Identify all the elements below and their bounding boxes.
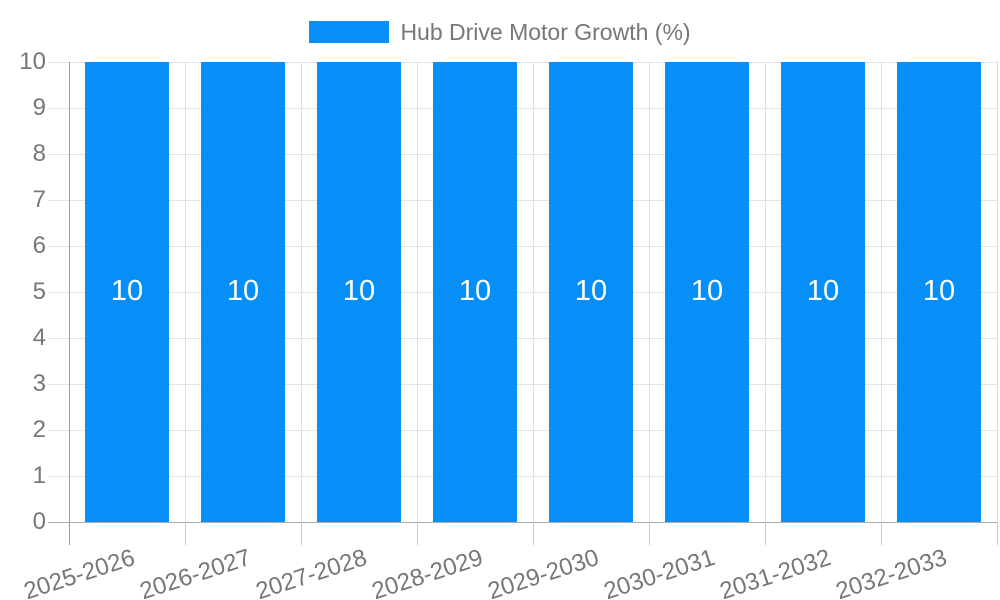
bar-value-label: 10 — [342, 274, 376, 307]
x-tick-label: 2026-2027 — [136, 544, 255, 600]
x-tick-mark — [881, 522, 882, 545]
legend-swatch-icon — [309, 21, 390, 43]
bar-2032-2033[interactable]: 10 — [897, 62, 981, 522]
x-tick-mark — [185, 522, 186, 545]
bar-value-label: 10 — [226, 274, 260, 307]
gridline — [48, 108, 997, 109]
vertical-gridline — [185, 62, 186, 522]
x-tick-mark — [649, 522, 650, 545]
x-tick-label: 2031-2032 — [716, 544, 835, 600]
vertical-gridline — [301, 62, 302, 522]
x-tick-label: 2029-2030 — [484, 544, 603, 600]
x-axis-line — [48, 522, 997, 523]
x-tick-label: 2025-2026 — [20, 544, 139, 600]
gridline — [48, 62, 997, 63]
bar-2027-2028[interactable]: 10 — [317, 62, 401, 522]
y-tick-label: 2 — [32, 416, 46, 443]
bar-2031-2032[interactable]: 10 — [781, 62, 865, 522]
legend-label: Hub Drive Motor Growth (%) — [400, 18, 691, 45]
vertical-gridline — [533, 62, 534, 522]
vertical-gridline — [997, 62, 998, 522]
y-tick-label: 9 — [32, 94, 46, 121]
y-tick-label: 7 — [32, 186, 46, 213]
bar-2025-2026[interactable]: 10 — [85, 62, 169, 522]
gridline — [48, 154, 997, 155]
y-tick-label: 5 — [32, 278, 46, 305]
vertical-gridline — [417, 62, 418, 522]
bar-2029-2030[interactable]: 10 — [549, 62, 633, 522]
y-tick-label: 3 — [32, 370, 46, 397]
gridline — [48, 200, 997, 201]
vertical-gridline — [881, 62, 882, 522]
bar-2030-2031[interactable]: 10 — [665, 62, 749, 522]
x-tick-mark — [301, 522, 302, 545]
bar-2028-2029[interactable]: 10 — [433, 62, 517, 522]
y-tick-label: 1 — [32, 462, 46, 489]
bar-value-label: 10 — [574, 274, 608, 307]
chart-legend[interactable]: Hub Drive Motor Growth (%) — [0, 19, 1000, 45]
x-tick-label: 2027-2028 — [252, 544, 371, 600]
y-axis-line — [69, 62, 70, 545]
y-tick-label: 6 — [32, 232, 46, 259]
gridline — [48, 384, 997, 385]
y-tick-label: 8 — [32, 140, 46, 167]
gridline — [48, 430, 997, 431]
x-tick-label: 2028-2029 — [368, 544, 487, 600]
gridline — [48, 476, 997, 477]
y-tick-label: 0 — [32, 508, 46, 535]
bar-2026-2027[interactable]: 10 — [201, 62, 285, 522]
vertical-gridline — [649, 62, 650, 522]
gridline — [48, 338, 997, 339]
gridline — [48, 246, 997, 247]
bar-value-label: 10 — [806, 274, 840, 307]
bar-value-label: 10 — [690, 274, 724, 307]
x-tick-mark — [417, 522, 418, 545]
bar-value-label: 10 — [110, 274, 144, 307]
x-tick-mark — [533, 522, 534, 545]
x-tick-mark — [765, 522, 766, 545]
x-tick-mark — [997, 522, 998, 545]
y-tick-label: 10 — [19, 48, 46, 75]
bar-value-label: 10 — [458, 274, 492, 307]
bar-value-label: 10 — [922, 274, 956, 307]
gridline — [48, 292, 997, 293]
vertical-gridline — [765, 62, 766, 522]
plot-area: 10 10 10 10 10 10 10 10 — [48, 62, 998, 545]
x-tick-label: 2032-2033 — [832, 544, 951, 600]
y-tick-label: 4 — [32, 324, 46, 351]
x-tick-label: 2030-2031 — [600, 544, 719, 600]
